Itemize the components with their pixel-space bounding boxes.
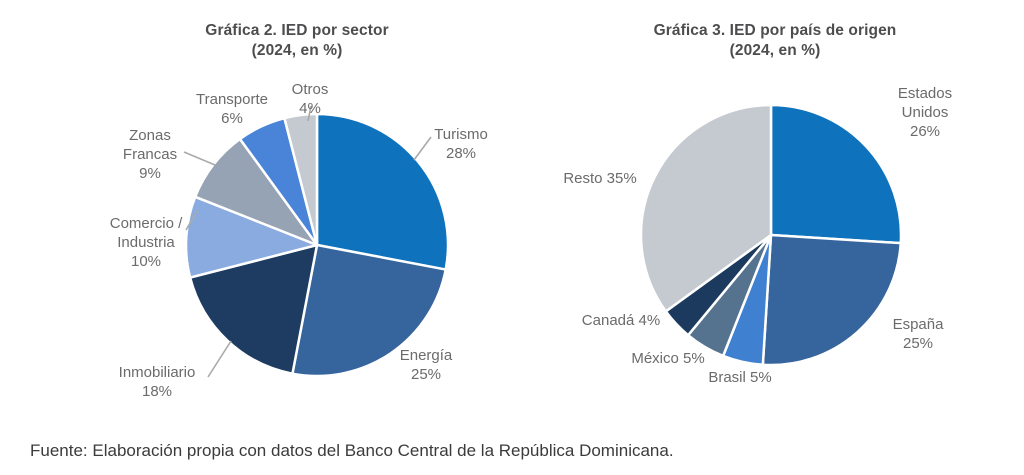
pie-label-line: Comercio / — [109, 215, 183, 232]
pie-label-line: 25% — [902, 335, 934, 352]
pie-label-comercio-industria: Comercio / Industria 10% — [110, 214, 183, 271]
pie-slice-otros — [283, 112, 319, 247]
leader-line-comercio-industria — [185, 210, 198, 231]
chart-country-title-line1: Gráfica 3. IED por país de origen — [653, 22, 897, 39]
pie-label-turismo: Turismo 28% — [434, 125, 488, 163]
pie-label-transporte: Transporte 6% — [196, 90, 268, 128]
pie-label-line: Resto 35% — [563, 170, 637, 187]
pie-label-line: Brasil 5% — [708, 369, 772, 386]
pie-label-line: Estados — [897, 85, 953, 102]
pie-label-line: Industria — [117, 234, 175, 251]
pie-slice-resto — [639, 103, 773, 313]
pie-label-line: Otros — [291, 81, 329, 98]
pie-slice-turismo — [315, 112, 450, 271]
pie-label-zonas-francas: Zonas Francas 9% — [123, 126, 177, 183]
pie-label-line: Inmobiliario — [118, 364, 196, 381]
pie-label-line: Turismo — [434, 126, 488, 143]
source-note: Fuente: Elaboración propia con datos del… — [30, 441, 674, 460]
pie-label-line: 10% — [130, 253, 162, 270]
pie-label-line: 18% — [141, 383, 173, 400]
pie-label-line: 26% — [909, 123, 941, 140]
pie-label-energia: Energía 25% — [400, 346, 453, 384]
chart-country-title-line2: (2024, en %) — [729, 42, 821, 59]
pie-label-estados-unidos: Estados Unidos 26% — [898, 84, 952, 141]
pie-label-line: 6% — [221, 110, 243, 127]
pie-label-line: 4% — [299, 100, 321, 117]
leader-line-zonas-francas — [183, 151, 216, 166]
pie-label-line: Energía — [399, 347, 453, 364]
pie-label-resto: Resto 35% — [563, 169, 636, 188]
leader-line-turismo — [413, 136, 432, 161]
chart-sector-title: Gráfica 2. IED por sector (2024, en %) — [205, 21, 388, 61]
pie-label-canada: Canadá 4% — [582, 311, 660, 330]
pie-label-line: España — [892, 316, 944, 333]
chart-sector-title-line2: (2024, en %) — [251, 42, 343, 59]
pie-label-otros: Otros 4% — [292, 80, 329, 118]
pie-label-line: Unidos — [901, 104, 949, 121]
pie-slice-comercio-industria — [184, 195, 319, 279]
pie-label-line: 9% — [139, 165, 161, 182]
pie-label-espana: España 25% — [893, 315, 944, 353]
pie-label-line: Transporte — [196, 91, 268, 108]
pie-label-line: Canadá 4% — [581, 312, 661, 329]
pie-slice-estados-unidos — [769, 103, 903, 245]
pie-label-inmobiliario: Inmobiliario 18% — [119, 363, 196, 401]
pie-slice-energia — [291, 243, 447, 378]
leader-line-inmobiliario — [207, 340, 232, 378]
pie-slice-espana — [761, 233, 902, 367]
pie-label-line: Francas — [122, 146, 178, 163]
chart-sector-title-line1: Gráfica 2. IED por sector — [205, 22, 389, 39]
leader-line-otros — [307, 105, 312, 122]
pie-label-brasil: Brasil 5% — [708, 368, 771, 387]
pie-label-line: México 5% — [631, 350, 705, 367]
pie-label-line: 28% — [445, 145, 477, 162]
pie-label-line: Zonas — [129, 127, 171, 144]
pie-label-mexico: México 5% — [631, 349, 704, 368]
pie-slice-inmobiliario — [188, 243, 319, 375]
chart-country-title: Gráfica 3. IED por país de origen (2024,… — [654, 21, 897, 61]
pie-label-line: 25% — [410, 366, 442, 383]
